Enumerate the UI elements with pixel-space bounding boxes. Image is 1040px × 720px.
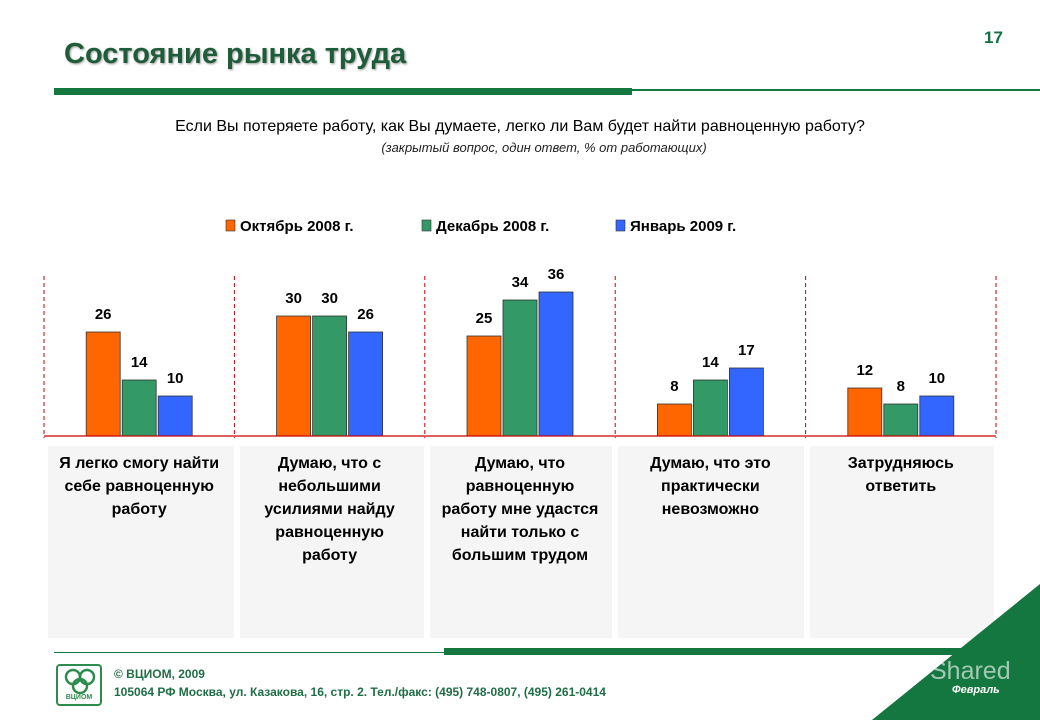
category-label-panel xyxy=(430,446,612,638)
category-label-line: найти только с xyxy=(461,524,580,541)
category-label-line: Думаю, что это xyxy=(650,455,771,472)
category-label-panel xyxy=(240,446,424,638)
category-label-line: ответить xyxy=(865,478,936,495)
value-label: 14 xyxy=(702,354,719,371)
category-label-line: Думаю, что с xyxy=(278,455,381,472)
bar xyxy=(729,367,764,437)
bar xyxy=(312,315,348,437)
category-label-line: работу мне удастся xyxy=(442,501,599,518)
bar xyxy=(466,335,502,437)
category-label-line: невозможно xyxy=(662,501,760,518)
category-label-line: большим трудом xyxy=(452,547,588,564)
value-label: 10 xyxy=(167,370,184,387)
bar xyxy=(85,331,121,437)
footer-rule-thin xyxy=(54,652,444,653)
value-label: 8 xyxy=(670,378,678,395)
category-label: Думаю, что это практически невозможно xyxy=(650,455,771,518)
category-label-line: равноценную xyxy=(466,478,575,495)
category-label-line: практически xyxy=(661,478,760,495)
legend-label: Январь 2009 г. xyxy=(630,218,736,235)
value-label: 36 xyxy=(548,266,565,283)
vciom-logo: ВЦИОМ xyxy=(56,664,102,706)
copyright: © ВЦИОМ, 2009 xyxy=(114,667,205,681)
value-label: 8 xyxy=(897,378,905,395)
category-label-line: работу xyxy=(302,547,357,564)
page-number: 17 xyxy=(984,28,1003,47)
value-label: 14 xyxy=(131,354,148,371)
bar xyxy=(919,395,955,437)
slide-title: Состояние рынка труда xyxy=(64,38,407,70)
question-note: (закрытый вопрос, один ответ, % от работ… xyxy=(381,140,707,155)
category-label-line: равноценную xyxy=(275,524,384,541)
value-label: 26 xyxy=(95,306,112,323)
category-label: Я легко смогу найти себе равноценную работ… xyxy=(59,455,219,518)
logo-icon xyxy=(64,668,96,694)
category-label-panel xyxy=(618,446,804,638)
bar xyxy=(157,395,193,437)
category-label-line: небольшими xyxy=(278,478,380,495)
value-label: 30 xyxy=(321,290,338,307)
category-label-panel xyxy=(48,446,234,638)
logo-text: ВЦИОМ xyxy=(65,694,93,701)
legend-swatch xyxy=(421,219,432,232)
category-label: Думаю, что равноценную работу мне удастся н… xyxy=(442,455,599,564)
category-label-line: себе равноценную xyxy=(65,478,215,495)
bar xyxy=(847,387,883,437)
value-label: 12 xyxy=(856,362,873,379)
legend-label: Декабрь 2008 г. xyxy=(436,218,549,235)
category-label-line: Затрудняюсь xyxy=(848,455,954,472)
value-label: 17 xyxy=(738,342,755,359)
bar xyxy=(276,315,312,437)
legend-swatch xyxy=(225,219,236,232)
category-label: Думаю, что с небольшими усилиями найду равн… xyxy=(264,455,394,564)
value-label: 26 xyxy=(357,306,374,323)
category-label: Затрудняюсь ответить xyxy=(848,455,954,495)
watermark: Shared xyxy=(930,657,1011,685)
bar xyxy=(121,379,157,437)
category-label-line: усилиями найду xyxy=(264,501,394,518)
bar xyxy=(657,403,692,437)
category-label-line: работу xyxy=(112,501,167,518)
bar xyxy=(693,379,728,437)
value-label: 34 xyxy=(512,274,529,291)
category-label-line: Думаю, что xyxy=(475,455,565,472)
month-label: Февраль xyxy=(952,684,1000,696)
title-rule-thin xyxy=(632,89,1040,91)
value-label: 30 xyxy=(285,290,302,307)
address: 105064 РФ Москва, ул. Казакова, 16, стр.… xyxy=(114,685,606,699)
legend-label: Октябрь 2008 г. xyxy=(240,218,354,235)
footer-rule xyxy=(444,648,1040,655)
bar xyxy=(502,299,538,437)
value-label: 25 xyxy=(476,310,493,327)
title-rule xyxy=(54,88,632,95)
legend-swatch xyxy=(615,219,626,232)
value-label: 10 xyxy=(928,370,945,387)
category-label-panel xyxy=(810,446,994,638)
category-label-line: Я легко смогу найти xyxy=(59,455,219,472)
survey-question: Если Вы потеряете работу, как Вы думаете… xyxy=(175,118,865,135)
